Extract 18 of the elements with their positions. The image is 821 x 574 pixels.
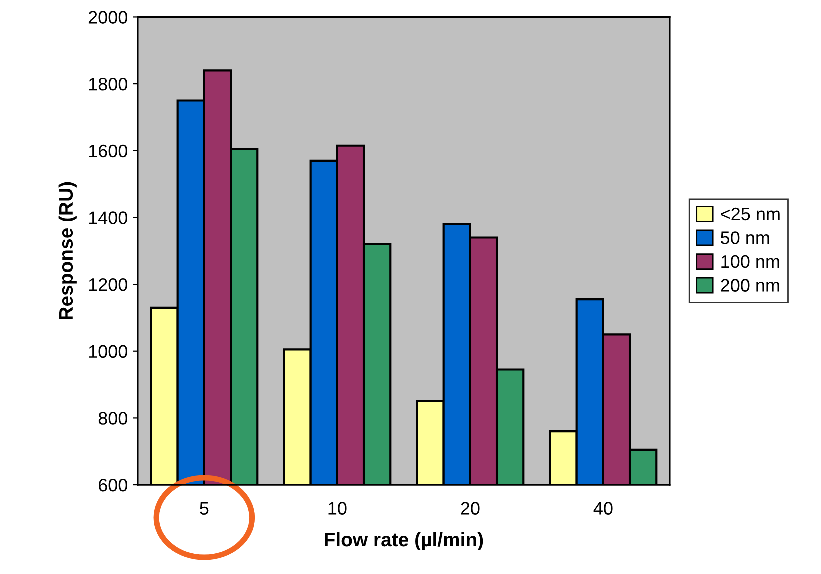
y-axis-title: Response (RU) [58, 182, 77, 320]
x-tick-label: 10 [328, 502, 347, 515]
y-tick-label: 1200 [89, 278, 128, 292]
y-tick-label: 600 [99, 478, 128, 492]
legend-label: <25 nm [721, 208, 780, 221]
x-tick-label: 5 [200, 502, 209, 515]
y-tick-label: 2000 [88, 11, 128, 24]
x-tick-label: 20 [461, 502, 480, 515]
x-axis-title: Flow rate (µl/min) [325, 532, 484, 551]
legend-label: 100 nm [722, 255, 780, 268]
legend-label: 50 nm [721, 232, 770, 244]
x-tick-label: 40 [594, 502, 613, 515]
y-tick-label: 1800 [89, 78, 128, 91]
y-tick-label: 1600 [89, 144, 128, 158]
y-tick-label: 800 [98, 412, 128, 425]
y-tick-label: 1400 [89, 212, 128, 224]
legend-label: 200 nm [721, 279, 780, 292]
y-tick-label: 1000 [89, 345, 128, 358]
